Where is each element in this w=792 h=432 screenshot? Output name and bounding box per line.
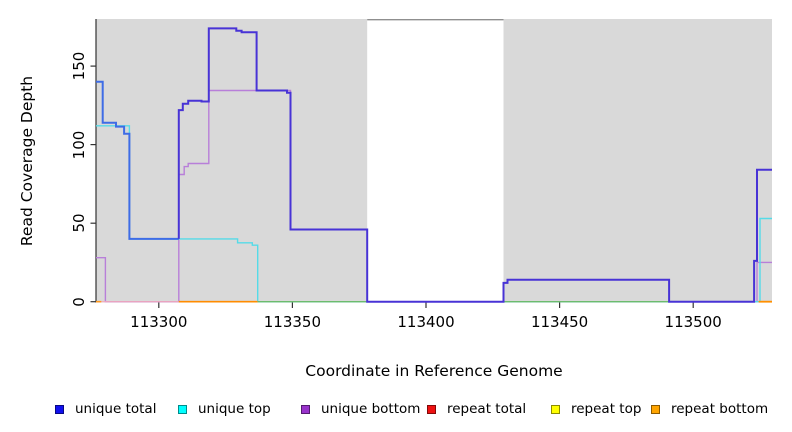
y-axis-label: Read Coverage Depth (18, 75, 36, 247)
legend-item-label: repeat total (447, 401, 527, 417)
x-tick-label: 113500 (664, 313, 722, 331)
y-tick-label: 100 (70, 130, 88, 159)
x-tick-label: 113350 (263, 313, 322, 331)
y-tick-label: 0 (70, 296, 88, 307)
x-tick-label: 113400 (397, 313, 455, 331)
legend: unique total unique top unique bottom repea… (0, 399, 792, 421)
legend-item-unique-total: unique total (55, 399, 156, 419)
legend-item-label: unique top (198, 401, 271, 417)
legend-marker-icon (55, 404, 64, 414)
legend-item-label: unique total (75, 401, 157, 417)
y-tick-label: 50 (70, 213, 88, 233)
legend-item-repeat-bottom: repeat bottom (651, 399, 768, 419)
legend-item-label: repeat top (571, 401, 642, 417)
legend-item-label: unique bottom (321, 401, 421, 417)
x-tick-label: 113300 (130, 313, 188, 331)
legend-marker-icon (301, 404, 310, 414)
legend-marker-icon (427, 404, 436, 414)
legend-item-repeat-top: repeat top (551, 399, 641, 419)
legend-item-unique-bottom: unique bottom (301, 399, 420, 419)
legend-marker-icon (651, 404, 660, 414)
highlight-region-band (367, 19, 504, 303)
legend-marker-icon (178, 404, 187, 414)
legend-item-repeat-total: repeat total (427, 399, 526, 419)
y-tick-label: 150 (70, 51, 88, 81)
x-axis-label: Coordinate in Reference Genome (305, 362, 563, 380)
legend-marker-icon (551, 404, 560, 414)
x-tick-label: 113450 (530, 313, 589, 331)
series-unique-total-left (96, 80, 179, 240)
legend-item-label: repeat bottom (671, 401, 769, 417)
series-unique-total (177, 27, 772, 303)
legend-item-unique-top: unique top (178, 399, 271, 419)
